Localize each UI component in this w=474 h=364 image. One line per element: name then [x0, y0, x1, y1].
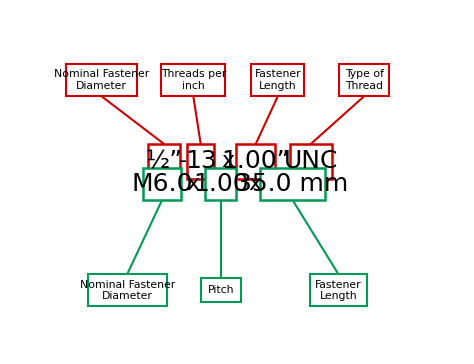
Text: 13: 13	[185, 149, 217, 173]
FancyBboxPatch shape	[260, 168, 325, 200]
FancyBboxPatch shape	[205, 168, 237, 200]
FancyBboxPatch shape	[251, 64, 304, 96]
Text: -: -	[179, 151, 187, 171]
Text: x: x	[248, 174, 262, 194]
FancyBboxPatch shape	[66, 64, 137, 96]
Text: x: x	[186, 174, 199, 194]
FancyBboxPatch shape	[310, 274, 367, 306]
Text: Fastener
Length: Fastener Length	[315, 280, 362, 301]
FancyBboxPatch shape	[290, 144, 332, 179]
Text: Threads per
inch: Threads per inch	[161, 69, 226, 91]
Text: Nominal Fastener
Diameter: Nominal Fastener Diameter	[80, 280, 175, 301]
Text: 35.0 mm: 35.0 mm	[237, 172, 349, 196]
FancyBboxPatch shape	[201, 278, 241, 302]
Text: x: x	[222, 151, 235, 171]
FancyBboxPatch shape	[187, 144, 214, 179]
Text: 1.00: 1.00	[193, 172, 249, 196]
FancyBboxPatch shape	[148, 144, 180, 179]
Text: Nominal Fastener
Diameter: Nominal Fastener Diameter	[54, 69, 149, 91]
FancyBboxPatch shape	[161, 64, 226, 96]
Text: UNC: UNC	[284, 149, 338, 173]
Text: M6.0: M6.0	[131, 172, 193, 196]
FancyBboxPatch shape	[339, 64, 389, 96]
Text: Type of
Thread: Type of Thread	[345, 69, 383, 91]
FancyBboxPatch shape	[88, 274, 167, 306]
Text: Fastener
Length: Fastener Length	[255, 69, 301, 91]
Text: ½”: ½”	[146, 149, 182, 173]
Text: 1.00”: 1.00”	[221, 149, 290, 173]
FancyBboxPatch shape	[237, 144, 275, 179]
FancyBboxPatch shape	[143, 168, 182, 200]
Text: Pitch: Pitch	[208, 285, 234, 295]
